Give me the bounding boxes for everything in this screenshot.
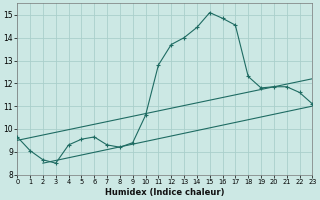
X-axis label: Humidex (Indice chaleur): Humidex (Indice chaleur)	[105, 188, 225, 197]
